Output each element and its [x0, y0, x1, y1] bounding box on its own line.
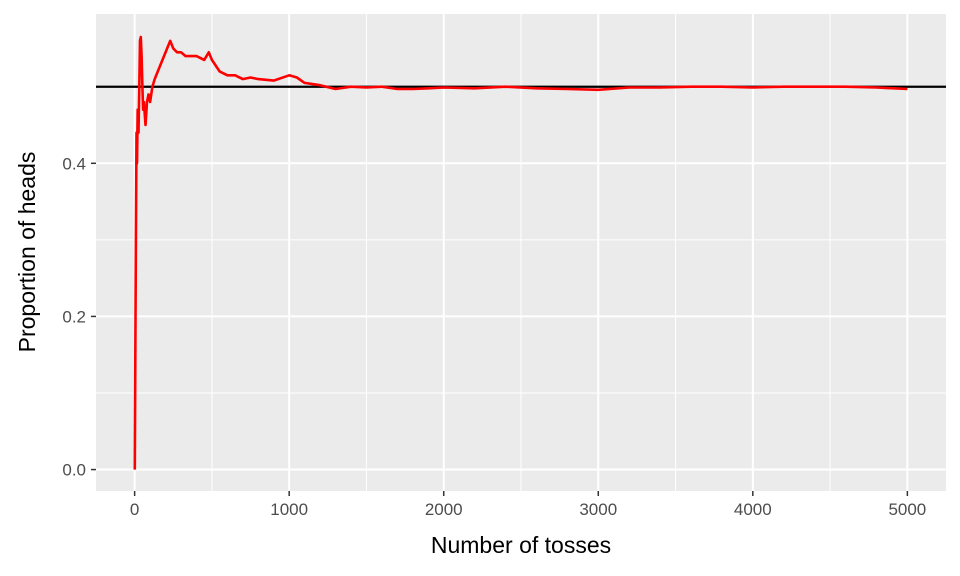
x-tick-label: 2000: [425, 500, 463, 519]
y-tick-label: 0.0: [62, 461, 86, 480]
y-axis-ticks: 0.0 0.2 0.4: [62, 154, 96, 480]
proportion-of-heads-line: [133, 35, 908, 470]
x-tick-label: 1000: [270, 500, 308, 519]
x-tick-label: 3000: [579, 500, 617, 519]
major-gridlines: [96, 14, 946, 491]
x-axis-ticks: 0 1000 2000 3000 4000 5000: [130, 491, 926, 519]
y-tick-label: 0.4: [62, 154, 86, 173]
x-tick-label: 4000: [734, 500, 772, 519]
x-tick-label: 0: [130, 500, 139, 519]
y-tick-label: 0.2: [62, 307, 86, 326]
x-tick-label: 5000: [888, 500, 926, 519]
y-axis-title: Proportion of heads: [14, 152, 40, 353]
x-axis-title: Number of tosses: [431, 532, 611, 558]
